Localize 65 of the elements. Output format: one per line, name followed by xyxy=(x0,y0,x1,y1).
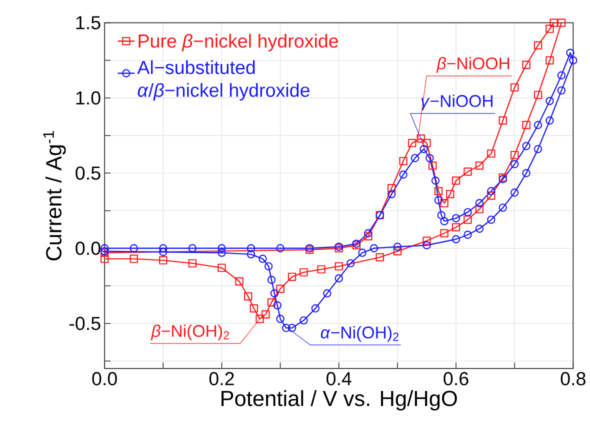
y-axis-title: Current / Ag$^{-1}$ xyxy=(43,131,66,260)
point xyxy=(452,223,460,232)
point xyxy=(267,298,276,307)
legend-label: Al−substituted α/β−nickel hydroxide xyxy=(137,60,310,101)
point xyxy=(522,120,530,130)
point xyxy=(522,60,530,70)
point xyxy=(276,284,284,293)
x-tick-label: 0.2 xyxy=(209,372,234,386)
annotation: β−NiOOH xyxy=(436,57,510,73)
point xyxy=(364,232,372,240)
point xyxy=(244,292,252,301)
annotation: α−Ni(OH)$_{2}$ xyxy=(320,326,399,342)
point xyxy=(464,216,472,224)
point xyxy=(250,304,258,313)
point xyxy=(399,157,408,166)
y-tick-label: 1.5 xyxy=(76,16,100,30)
point xyxy=(557,18,566,27)
x-tick-label: 0.0 xyxy=(92,372,117,386)
point xyxy=(534,90,542,100)
point xyxy=(235,277,244,286)
point xyxy=(188,259,197,268)
x-axis-title: Potential / V vs. Hg/HgO xyxy=(222,390,457,411)
point xyxy=(510,83,519,92)
point xyxy=(159,256,168,264)
point xyxy=(475,205,484,214)
point xyxy=(475,162,484,170)
point xyxy=(376,253,384,262)
y-tick-label: 0.5 xyxy=(76,166,100,180)
point xyxy=(550,18,558,27)
point xyxy=(446,190,454,198)
point xyxy=(218,264,226,272)
point xyxy=(440,199,448,208)
point xyxy=(393,247,402,256)
point xyxy=(498,116,507,125)
point xyxy=(510,150,519,160)
point xyxy=(422,138,431,148)
point xyxy=(100,254,109,263)
point xyxy=(487,192,496,200)
point xyxy=(440,229,448,238)
y-tick-label: 0.0 xyxy=(76,242,100,255)
point xyxy=(130,254,138,263)
x-tick-label: 0.8 xyxy=(560,372,586,386)
x-tick-label: 0.6 xyxy=(444,372,468,386)
point xyxy=(387,184,396,192)
legend-label: Pure β−nickel hydroxide xyxy=(138,34,338,52)
point xyxy=(317,265,326,274)
x-tick-label: 0.4 xyxy=(326,372,352,386)
point xyxy=(428,162,437,170)
point xyxy=(534,41,542,50)
point xyxy=(334,262,343,270)
point xyxy=(464,168,472,176)
point xyxy=(546,24,554,33)
point xyxy=(300,268,308,276)
point xyxy=(408,138,416,148)
y-tick-label: 1.0 xyxy=(76,91,100,105)
point xyxy=(487,149,496,158)
point xyxy=(546,56,554,65)
point xyxy=(256,314,264,324)
point xyxy=(416,134,425,143)
point xyxy=(434,187,443,196)
point xyxy=(452,176,460,185)
point xyxy=(422,236,431,245)
point xyxy=(288,272,296,281)
y-tick-label: -0.5 xyxy=(69,316,100,330)
annotation: β−Ni(OH)$_{2}$ xyxy=(150,324,230,340)
